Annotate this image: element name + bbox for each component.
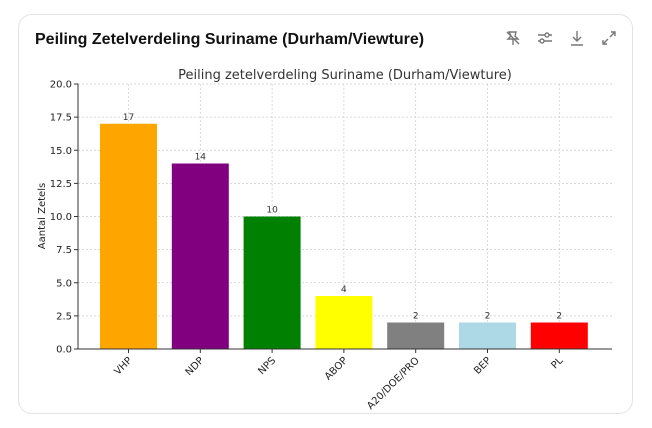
unpin-icon[interactable] xyxy=(504,29,522,47)
download-icon[interactable] xyxy=(568,29,586,47)
x-tick-label: ABOP xyxy=(323,355,350,382)
y-tick-label: 15.0 xyxy=(50,146,72,157)
bar-vhp xyxy=(100,123,157,349)
settings-sliders-icon[interactable] xyxy=(536,29,554,47)
bar-a20-doe-pro xyxy=(387,322,445,349)
bar-pl xyxy=(530,322,588,349)
x-tick-label: PL xyxy=(549,355,565,371)
bar-abop xyxy=(315,296,373,349)
y-tick-label: 0.0 xyxy=(56,345,72,356)
x-tick-label: BEP xyxy=(472,355,493,376)
data-label: 4 xyxy=(341,285,347,295)
data-label: 14 xyxy=(195,153,207,163)
bar-nps xyxy=(243,216,301,349)
y-tick-label: 2.5 xyxy=(56,311,72,322)
x-tick-label: NPS xyxy=(256,355,278,377)
data-label: 2 xyxy=(485,312,491,322)
data-label: 2 xyxy=(413,312,419,322)
card-title: Peiling Zetelverdeling Suriname (Durham/… xyxy=(35,31,425,48)
expand-icon[interactable] xyxy=(600,29,618,47)
y-tick-label: 5.0 xyxy=(56,278,72,289)
chart-title: Peiling zetelverdeling Suriname (Durham/… xyxy=(178,68,512,83)
x-tick-label: VHP xyxy=(112,355,134,377)
y-tick-label: 20.0 xyxy=(50,80,72,91)
y-tick-label: 17.5 xyxy=(50,113,72,124)
y-tick-label: 10.0 xyxy=(50,212,72,223)
x-tick-label: A20/DOE/PRO xyxy=(365,355,422,412)
chart-toolbar xyxy=(504,29,618,47)
x-tick-label: NDP xyxy=(184,355,207,378)
data-label: 10 xyxy=(266,206,278,216)
y-tick-label: 12.5 xyxy=(50,179,72,190)
y-axis-label: Aantal Zetels xyxy=(37,183,48,249)
y-tick-label: 7.5 xyxy=(56,245,72,256)
bar-ndp xyxy=(171,163,229,349)
data-label: 2 xyxy=(556,312,562,322)
data-label: 17 xyxy=(123,113,134,123)
bar-bep xyxy=(459,322,516,349)
